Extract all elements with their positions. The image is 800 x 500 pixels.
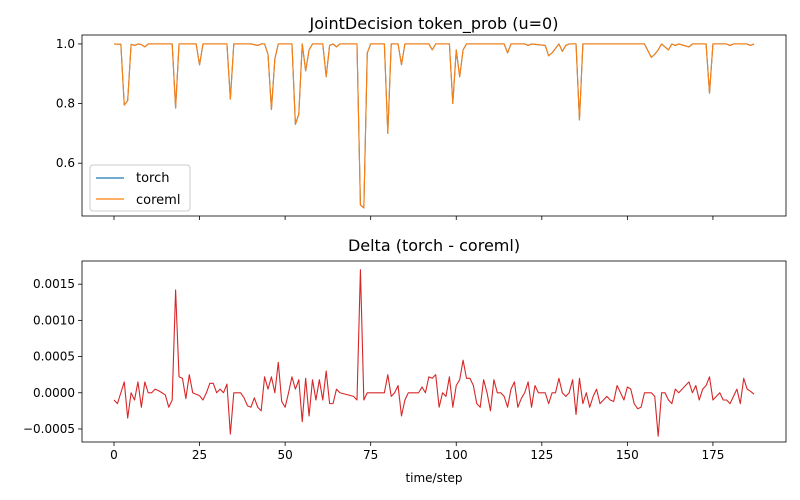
top-series-lines — [113, 43, 755, 209]
legend: torch coreml — [89, 164, 191, 212]
top-axes-ticks: 0.6 0.8 1.0 — [56, 37, 714, 220]
y-tick-label: 0.0000 — [33, 386, 75, 400]
y-tick-label: 0.8 — [56, 97, 75, 111]
y-tick-label: 0.0015 — [33, 277, 75, 291]
bottom-axes-frame — [81, 260, 787, 443]
x-tick-label: 75 — [363, 448, 378, 462]
bottom-panel: Delta (torch - coreml) 0 25 50 75 100 125 150 1… — [23, 236, 787, 485]
y-tick-label: 0.0005 — [33, 350, 75, 364]
bottom-chart-title: Delta (torch - coreml) — [348, 236, 520, 255]
x-tick-label: 100 — [445, 448, 468, 462]
series-line-delta — [113, 269, 755, 437]
bottom-series-lines — [113, 269, 755, 437]
y-tick-label: −0.0005 — [23, 422, 75, 436]
top-panel: JointDecision token_prob (u=0) 0.6 0.8 1.0… — [56, 14, 787, 220]
series-line-coreml — [113, 43, 755, 209]
x-tick-label: 175 — [701, 448, 724, 462]
legend-label-coreml: coreml — [136, 193, 180, 208]
top-axes-frame — [81, 34, 787, 217]
bottom-axes-ticks: 0 25 50 75 100 125 150 175 −0.0005 0.0000 0.0005 0.… — [23, 277, 724, 462]
y-tick-label: 0.0010 — [33, 313, 75, 327]
x-tick-label: 125 — [530, 448, 553, 462]
x-tick-label: 0 — [110, 448, 118, 462]
x-tick-label: 50 — [277, 448, 292, 462]
top-chart-title: JointDecision token_prob (u=0) — [309, 14, 559, 34]
y-tick-label: 0.6 — [56, 156, 75, 170]
x-tick-label: 25 — [192, 448, 207, 462]
x-tick-label: 150 — [616, 448, 639, 462]
y-tick-label: 1.0 — [56, 37, 75, 51]
x-axis-label: time/step — [405, 471, 462, 485]
legend-label-torch: torch — [136, 171, 170, 186]
